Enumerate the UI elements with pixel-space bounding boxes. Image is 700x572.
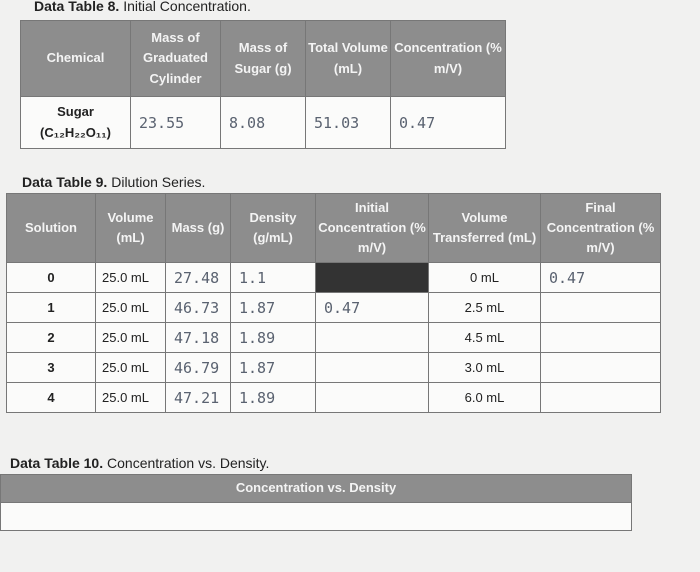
table-row: 0 25.0 mL 27.48 1.1 0 mL 0.47	[6, 262, 661, 293]
data-table-9: Solution Volume (mL) Mass (g) Density (g/mL…	[6, 193, 661, 413]
value-cell: 47.21	[165, 382, 231, 413]
empty-cell	[540, 382, 661, 413]
value-cell: 1.89	[230, 322, 316, 353]
value-cell: 1.87	[230, 292, 316, 323]
header-cell: Final Concentration (% m/V)	[540, 193, 661, 263]
value-cell: 3.0 mL	[428, 352, 541, 383]
header-cell: Initial Concentration (% m/V)	[315, 193, 429, 263]
empty-cell	[0, 502, 632, 531]
value-cell: 1.89	[230, 382, 316, 413]
caption-label: Data Table 8.	[34, 0, 120, 14]
value-cell: 27.48	[165, 262, 231, 293]
value-cell: 8.08	[220, 96, 306, 149]
header-cell: Solution	[6, 193, 96, 263]
chemical-name: Sugar	[57, 103, 94, 119]
value-cell: 4	[6, 382, 96, 413]
header-cell: Volume (mL)	[95, 193, 166, 263]
caption-text: Concentration vs. Density.	[107, 455, 270, 471]
caption-text: Dilution Series.	[111, 174, 206, 190]
value-cell: 25.0 mL	[95, 352, 166, 383]
value-cell: 51.03	[305, 96, 391, 149]
value-cell: 1	[6, 292, 96, 323]
value-cell: 23.55	[130, 96, 221, 149]
value-cell: 0.47	[540, 262, 661, 293]
value-cell: 25.0 mL	[95, 262, 166, 293]
table-row: 2 25.0 mL 47.18 1.89 4.5 mL	[6, 322, 661, 353]
table-row: 3 25.0 mL 46.79 1.87 3.0 mL	[6, 352, 661, 383]
chemical-cell: Sugar (C₁₂H₂₂O₁₁)	[20, 96, 131, 149]
empty-cell	[315, 322, 429, 353]
chemical-formula: (C₁₂H₂₂O₁₁)	[39, 124, 111, 140]
value-cell: 3	[6, 352, 96, 383]
value-cell: 2.5 mL	[428, 292, 541, 323]
value-cell: 0.47	[390, 96, 506, 149]
empty-cell	[315, 352, 429, 383]
value-cell: 46.73	[165, 292, 231, 323]
value-cell: 46.79	[165, 352, 231, 383]
value-cell: 0 mL	[428, 262, 541, 293]
data-table-8: Chemical Mass of Graduated Cylinder Mass…	[20, 20, 506, 149]
header-cell: Concentration vs. Density	[0, 474, 632, 503]
table-row: 4 25.0 mL 47.21 1.89 6.0 mL	[6, 382, 661, 413]
header-cell: Total Volume (mL)	[305, 20, 391, 97]
empty-cell	[540, 292, 661, 323]
empty-cell	[315, 262, 429, 293]
table-row: 1 25.0 mL 46.73 1.87 0.47 2.5 mL	[6, 292, 661, 323]
header-cell: Mass of Sugar (g)	[220, 20, 306, 97]
caption-label: Data Table 9.	[22, 174, 108, 190]
value-cell: 2	[6, 322, 96, 353]
table-caption: Data Table 9. Dilution Series.	[22, 174, 205, 190]
value-cell: 1.1	[230, 262, 316, 293]
header-cell: Volume Transferred (mL)	[428, 193, 541, 263]
header-cell: Mass (g)	[165, 193, 231, 263]
value-cell: 0	[6, 262, 96, 293]
value-cell: 25.0 mL	[95, 382, 166, 413]
header-cell: Mass of Graduated Cylinder	[130, 20, 221, 97]
header-cell: Concentration (% m/V)	[390, 20, 506, 97]
value-cell: 6.0 mL	[428, 382, 541, 413]
empty-cell	[540, 322, 661, 353]
header-cell: Density (g/mL)	[230, 193, 316, 263]
caption-label: Data Table 10.	[10, 455, 104, 471]
value-cell: 47.18	[165, 322, 231, 353]
caption-text: Initial Concentration.	[123, 0, 251, 14]
value-cell: 1.87	[230, 352, 316, 383]
table-caption: Data Table 8. Initial Concentration.	[34, 0, 251, 14]
value-cell: 4.5 mL	[428, 322, 541, 353]
empty-cell	[540, 352, 661, 383]
data-table-10: Concentration vs. Density	[0, 474, 632, 531]
value-cell: 25.0 mL	[95, 292, 166, 323]
header-cell: Chemical	[20, 20, 131, 97]
value-cell: 0.47	[315, 292, 429, 323]
empty-cell	[315, 382, 429, 413]
table-caption: Data Table 10. Concentration vs. Density…	[10, 455, 269, 471]
value-cell: 25.0 mL	[95, 322, 166, 353]
